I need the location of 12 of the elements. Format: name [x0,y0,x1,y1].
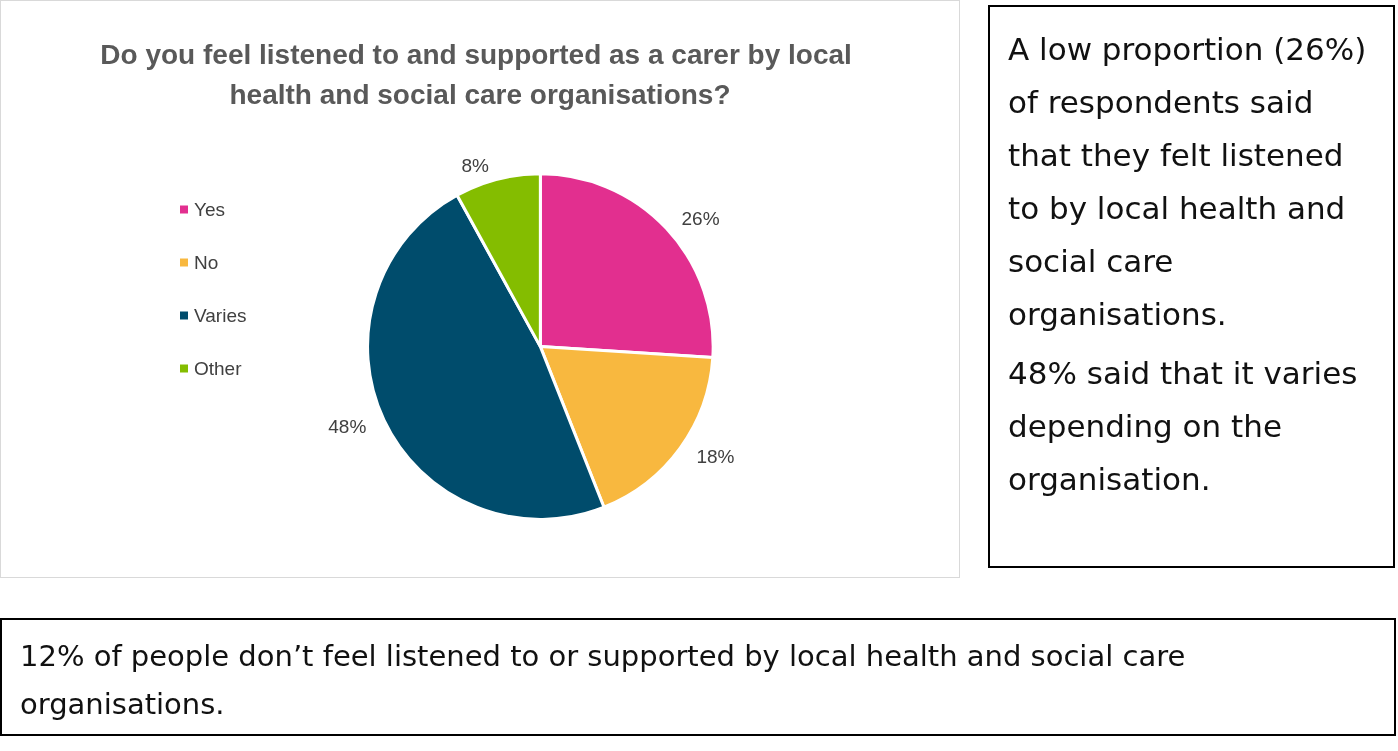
data-label: 8% [461,155,489,177]
legend-label: Yes [194,199,225,220]
text: 12% of people don’t feel listened to or supported by local health and social care organisations. [20,638,1187,723]
chart-title: Do you feel listened to and supported as a carer by local health and social care organisations? [100,38,860,110]
data-label: 18% [696,445,735,467]
data-label: 48% [328,415,367,437]
legend-label: No [194,252,219,273]
legend-label: Varies [194,305,247,326]
legend-label: Other [194,358,243,379]
text: 48% said that it varies depending on the organisation. [1008,354,1359,499]
text: A low proportion (26%) of respondents said that they felt listened to by local health and social care organisations. [1008,30,1368,334]
data-label: 26% [681,208,720,230]
